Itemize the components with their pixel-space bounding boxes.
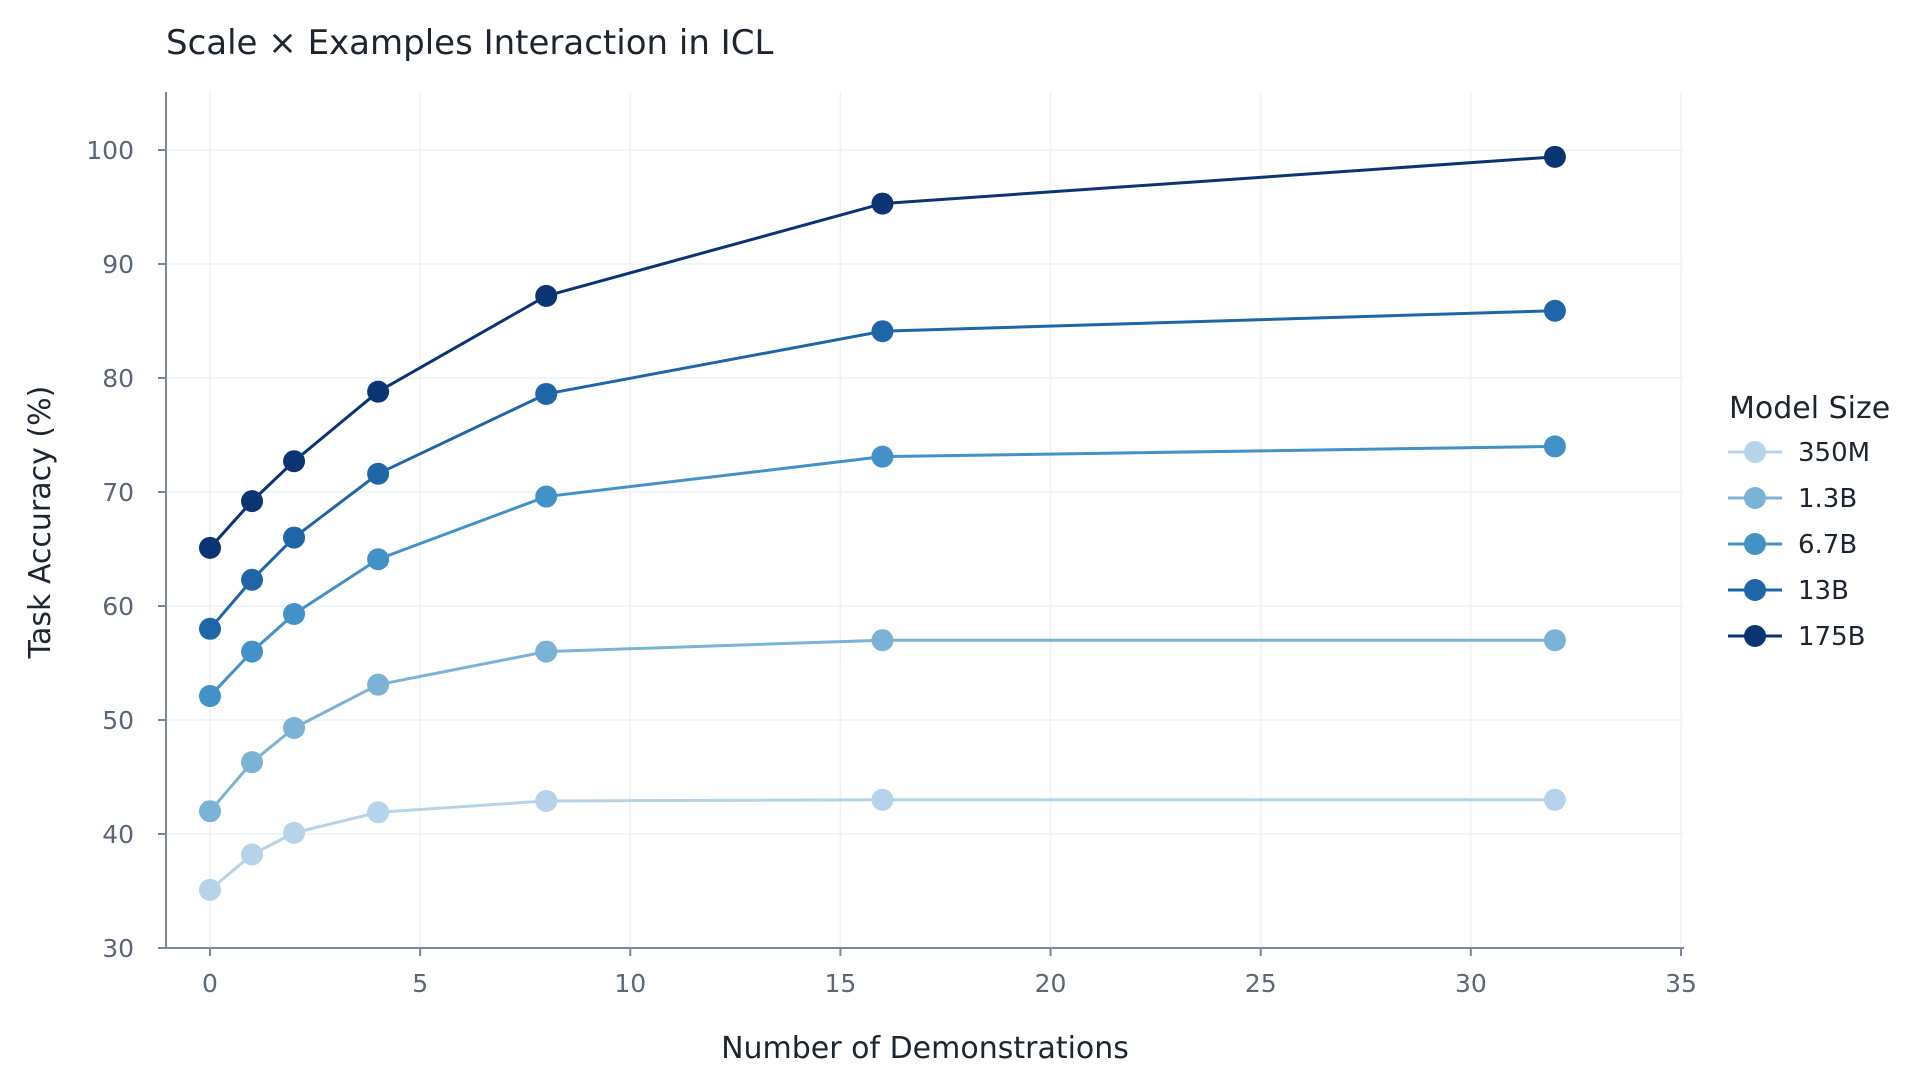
data-point-175b xyxy=(1543,145,1566,168)
y-tick-label: 60 xyxy=(102,592,134,621)
data-point-175b xyxy=(367,380,390,403)
legend-marker-1-3b xyxy=(1744,487,1766,509)
data-point-1-3b xyxy=(367,673,390,696)
y-tick-label: 30 xyxy=(102,934,134,963)
data-point-350m xyxy=(871,788,894,811)
data-point-175b xyxy=(535,284,558,307)
x-tick-label: 15 xyxy=(825,969,857,998)
data-point-13b xyxy=(283,526,306,549)
legend: Model Size 350M 1.3B 6.7B 13B 175B xyxy=(1728,391,1890,652)
data-point-13b xyxy=(535,382,558,405)
series-line-13b xyxy=(208,309,1555,630)
series-line-6-7b xyxy=(208,444,1555,698)
data-point-350m xyxy=(283,821,306,844)
y-tick-label: 70 xyxy=(102,478,134,507)
data-point-6-7b xyxy=(1543,435,1566,458)
data-point-6-7b xyxy=(535,485,558,508)
series-line-1-3b xyxy=(208,638,1555,813)
data-point-1-3b xyxy=(241,751,264,774)
data-point-175b xyxy=(199,536,221,559)
x-tick-label: 5 xyxy=(412,969,428,998)
ticks: 0 5 10 15 20 25 30 35 30 40 50 60 70 80 90 100 xyxy=(86,136,1697,998)
data-point-350m xyxy=(367,801,390,824)
legend-label-13b: 13B xyxy=(1798,576,1849,606)
x-tick-label: 35 xyxy=(1665,969,1697,998)
legend-title: Model Size xyxy=(1729,391,1890,426)
data-point-175b xyxy=(283,450,306,473)
data-point-6-7b xyxy=(871,445,894,468)
y-tick-label: 40 xyxy=(102,820,134,849)
legend-label-350m: 350M xyxy=(1798,438,1870,468)
data-point-13b xyxy=(241,568,264,591)
data-point-13b xyxy=(199,617,221,640)
data-point-1-3b xyxy=(871,629,894,652)
x-tick-label: 20 xyxy=(1035,969,1067,998)
data-point-1-3b xyxy=(535,640,558,663)
data-point-6-7b xyxy=(199,685,221,708)
data-point-350m xyxy=(199,878,221,901)
x-tick-label: 30 xyxy=(1455,969,1487,998)
legend-marker-6-7b xyxy=(1744,533,1766,555)
y-tick-label: 50 xyxy=(102,706,134,735)
data-point-1-3b xyxy=(283,716,306,739)
series-line-175b xyxy=(208,155,1556,549)
y-tick-label: 100 xyxy=(86,136,134,165)
data-point-13b xyxy=(367,462,390,485)
x-tick-label: 10 xyxy=(614,969,646,998)
data-point-13b xyxy=(1543,299,1566,322)
legend-marker-350m xyxy=(1744,441,1766,463)
y-tick-label: 90 xyxy=(102,250,134,279)
data-point-350m xyxy=(1543,788,1566,811)
chart-title: Scale × Examples Interaction in ICL xyxy=(166,23,773,63)
x-tick-label: 25 xyxy=(1245,969,1277,998)
legend-label-175b: 175B xyxy=(1798,622,1865,652)
data-point-175b xyxy=(871,192,894,215)
data-point-6-7b xyxy=(241,640,264,663)
y-tick-label: 80 xyxy=(102,364,134,393)
x-tick-label: 0 xyxy=(202,969,218,998)
data-point-1-3b xyxy=(1543,629,1566,652)
legend-label-6-7b: 6.7B xyxy=(1798,530,1857,560)
data-point-1-3b xyxy=(199,800,221,823)
y-axis-title: Task Accuracy (%) xyxy=(23,386,58,660)
series-layer xyxy=(199,145,1566,901)
gridlines xyxy=(166,92,1684,949)
legend-marker-175b xyxy=(1744,625,1766,647)
data-point-13b xyxy=(871,320,894,343)
series-line-350m xyxy=(209,798,1555,892)
x-axis-title: Number of Demonstrations xyxy=(721,1031,1129,1066)
data-point-175b xyxy=(241,490,264,513)
legend-marker-13b xyxy=(1744,579,1766,601)
data-point-350m xyxy=(535,789,558,812)
data-point-6-7b xyxy=(283,602,306,625)
legend-label-1-3b: 1.3B xyxy=(1798,484,1857,514)
data-point-6-7b xyxy=(367,548,390,571)
data-point-350m xyxy=(241,843,264,866)
